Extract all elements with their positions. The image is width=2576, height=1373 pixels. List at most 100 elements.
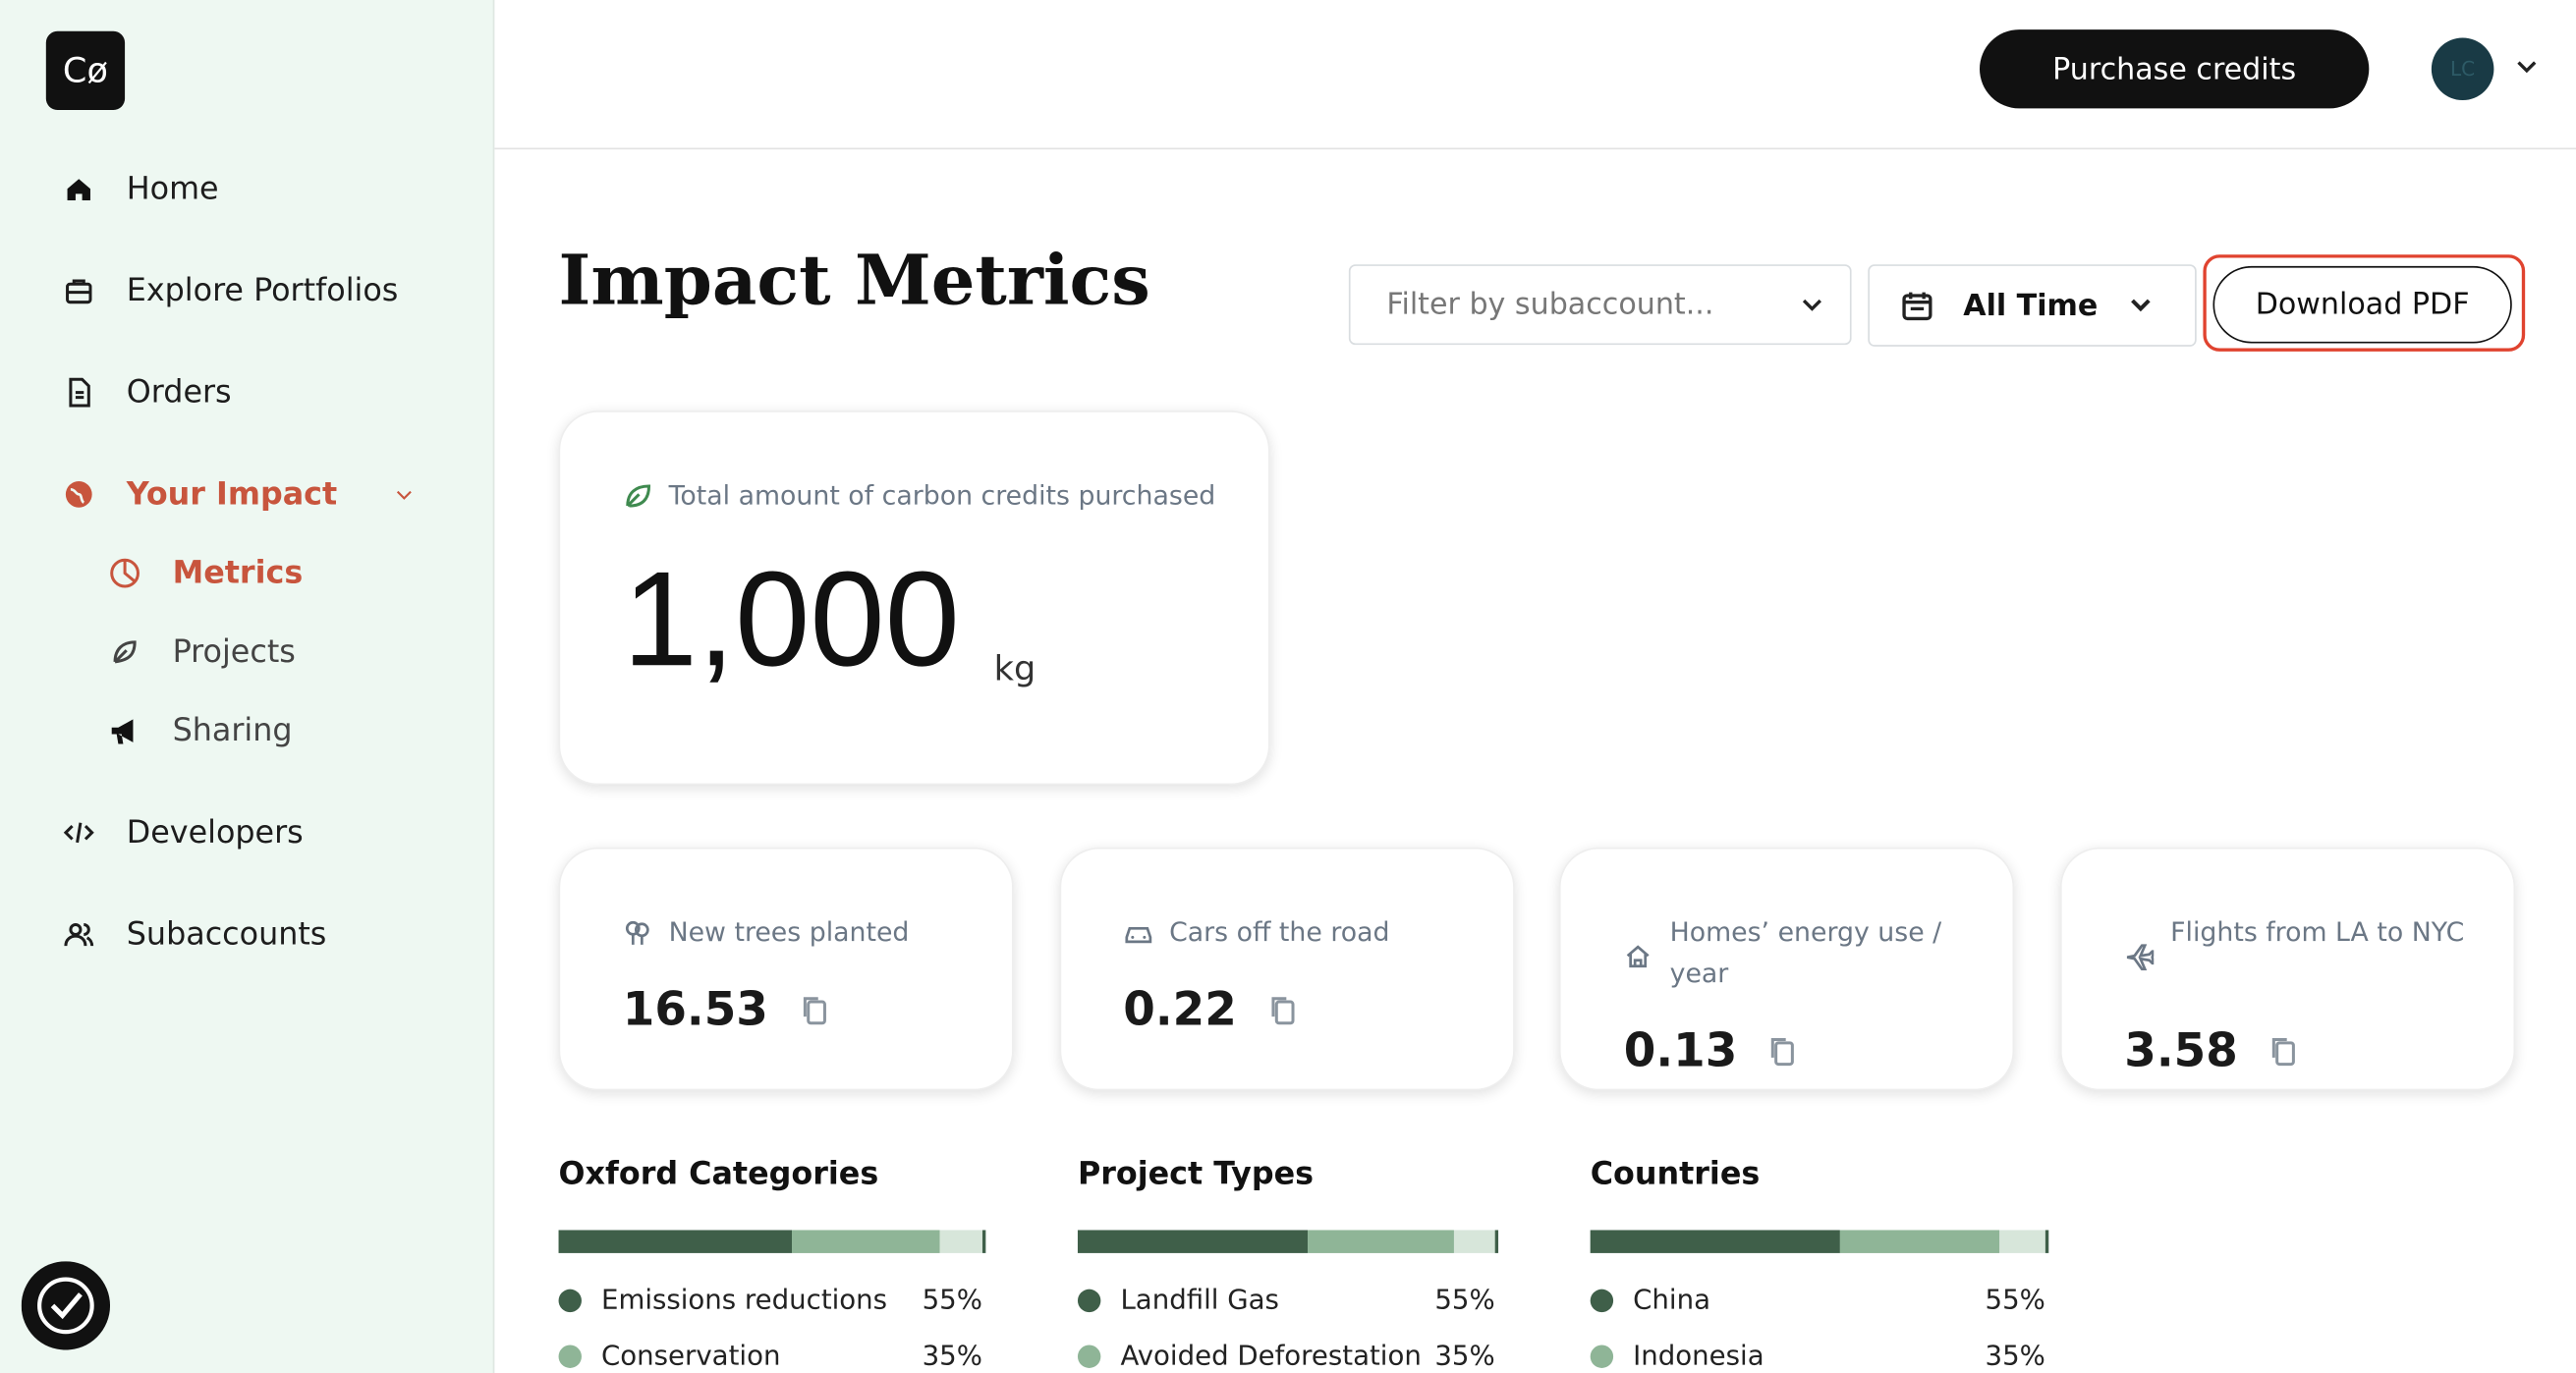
total-card: Total amount of carbon credits purchased… — [558, 411, 1270, 786]
icon — [625, 920, 649, 945]
avatar-chevron[interactable] — [2515, 59, 2538, 76]
date-range: All Time — [1963, 288, 2099, 323]
icon — [396, 490, 412, 500]
nav-label: Your Impact — [126, 475, 338, 513]
item-name: China — [1633, 1284, 1710, 1316]
bar-segment — [1077, 1230, 1308, 1253]
metric-number: 0.22 — [1123, 981, 1237, 1037]
calendar-icon — [1902, 292, 1932, 321]
item-name: Emissions reductions — [601, 1284, 888, 1316]
icon — [2127, 944, 2155, 971]
nav-label: Explore Portfolios — [126, 272, 399, 309]
item-share: 55% — [922, 1284, 982, 1316]
date-range-select[interactable]: All Time — [1868, 264, 2197, 347]
nav-item[interactable]: Your Impact — [63, 469, 412, 519]
breakdown-item: Avoided Deforestation 35% — [1077, 1340, 1495, 1372]
item-share: 55% — [1985, 1284, 2045, 1316]
breakdown-item: Conservation 35% — [558, 1340, 982, 1372]
item-share: 55% — [1434, 1284, 1495, 1316]
metric-label: Homes’ energy use / year — [1669, 916, 1942, 989]
icon — [1627, 945, 1651, 968]
metric-value: 3.58 — [2124, 1023, 2300, 1077]
chevron — [1802, 298, 1821, 310]
metric-card: New trees planted 16.53 — [558, 847, 1014, 1091]
bar-segment — [791, 1230, 940, 1253]
icon — [65, 480, 92, 508]
metric-label: New trees planted — [668, 916, 910, 948]
nav-label: Subaccounts — [126, 916, 327, 953]
metric-value: 16.53 — [623, 982, 831, 1036]
icon — [64, 922, 94, 947]
purchase-button[interactable]: Purchase credits — [1980, 29, 2370, 109]
breakdown-item: Indonesia 35% — [1590, 1340, 2045, 1372]
breakdown-item: Emissions reductions 55% — [558, 1284, 982, 1316]
item-share: 35% — [922, 1340, 982, 1372]
bar-segment — [558, 1230, 792, 1253]
logo[interactable]: Cø — [45, 30, 126, 111]
accessibility-button[interactable] — [21, 1261, 111, 1350]
metric-number: 0.13 — [1623, 1022, 1738, 1077]
subnav-label: Sharing — [172, 712, 293, 749]
item-share: 35% — [1985, 1340, 2045, 1372]
total-unit: kg — [993, 648, 1036, 688]
nav-item[interactable]: Home — [63, 164, 219, 213]
avatar[interactable]: LC — [2431, 37, 2494, 101]
metric-value: 0.13 — [1624, 1023, 1800, 1077]
breakdown-bar — [1590, 1230, 2049, 1253]
breakdown-item: China 55% — [1590, 1284, 2045, 1316]
leaf-icon — [626, 484, 651, 508]
item-name: Landfill Gas — [1120, 1284, 1279, 1316]
nav-item[interactable]: Subaccounts — [63, 909, 327, 959]
subaccount-filter[interactable]: Filter by subaccount... — [1348, 264, 1852, 346]
filter-placeholder: Filter by subaccount... — [1386, 287, 1714, 322]
page-title: Impact Metrics — [558, 240, 1150, 321]
breakdown-item: Landfill Gas 55% — [1077, 1284, 1495, 1316]
metric-number: 3.58 — [2124, 1022, 2238, 1077]
copy-icon[interactable] — [1766, 1034, 1799, 1067]
metric-label: Flights from LA to NYC — [2170, 916, 2465, 948]
icon — [67, 179, 90, 201]
nav-item[interactable]: Orders — [63, 368, 232, 417]
metric-number: 16.53 — [622, 981, 768, 1037]
chevron — [2131, 299, 2151, 312]
icon — [69, 377, 90, 408]
legend-dot — [1077, 1288, 1101, 1312]
legend-dot — [1590, 1288, 1614, 1312]
sidebar: Cø Home Explore Portfolios Orders Your Impa… — [0, 0, 495, 1373]
breakdown-title: Countries — [1590, 1156, 1761, 1193]
metric-card: Flights from LA to NYC 3.58 — [2060, 847, 2516, 1091]
icon — [111, 719, 134, 744]
legend-dot — [558, 1288, 582, 1312]
bar-segment — [1590, 1230, 1841, 1253]
icon — [1124, 926, 1151, 944]
subnav-item[interactable]: Sharing — [108, 706, 293, 755]
legend-dot — [1590, 1344, 1614, 1368]
download-button[interactable]: Download PDF — [2212, 265, 2512, 344]
icon — [110, 558, 140, 588]
breakdown-title: Oxford Categories — [558, 1156, 879, 1193]
legend-dot — [1077, 1344, 1101, 1368]
subnav-label: Projects — [172, 633, 296, 671]
subnav-item[interactable]: Projects — [108, 628, 296, 677]
copy-icon[interactable] — [798, 993, 830, 1025]
legend-dot — [558, 1344, 582, 1368]
breakdown-bar — [558, 1230, 986, 1253]
metric-value: 0.22 — [1123, 982, 1299, 1036]
metric-card: Homes’ energy use / year 0.13 — [1559, 847, 2015, 1091]
highlight-outline — [2203, 254, 2526, 352]
nav-label: Home — [126, 170, 219, 207]
breakdown-title: Project Types — [1077, 1156, 1315, 1193]
copy-icon[interactable] — [2268, 1034, 2300, 1067]
icon — [113, 640, 137, 664]
nav-item[interactable]: Explore Portfolios — [63, 266, 399, 315]
item-name: Avoided Deforestation — [1120, 1340, 1422, 1372]
copy-icon[interactable] — [1266, 993, 1299, 1025]
item-share: 35% — [1434, 1340, 1495, 1372]
subnav-item[interactable]: Metrics — [108, 549, 303, 598]
bar-segment — [1840, 1230, 2000, 1253]
metric-label: Cars off the road — [1169, 916, 1390, 948]
nav-item[interactable]: Developers — [63, 808, 304, 857]
item-name: Indonesia — [1633, 1340, 1764, 1372]
